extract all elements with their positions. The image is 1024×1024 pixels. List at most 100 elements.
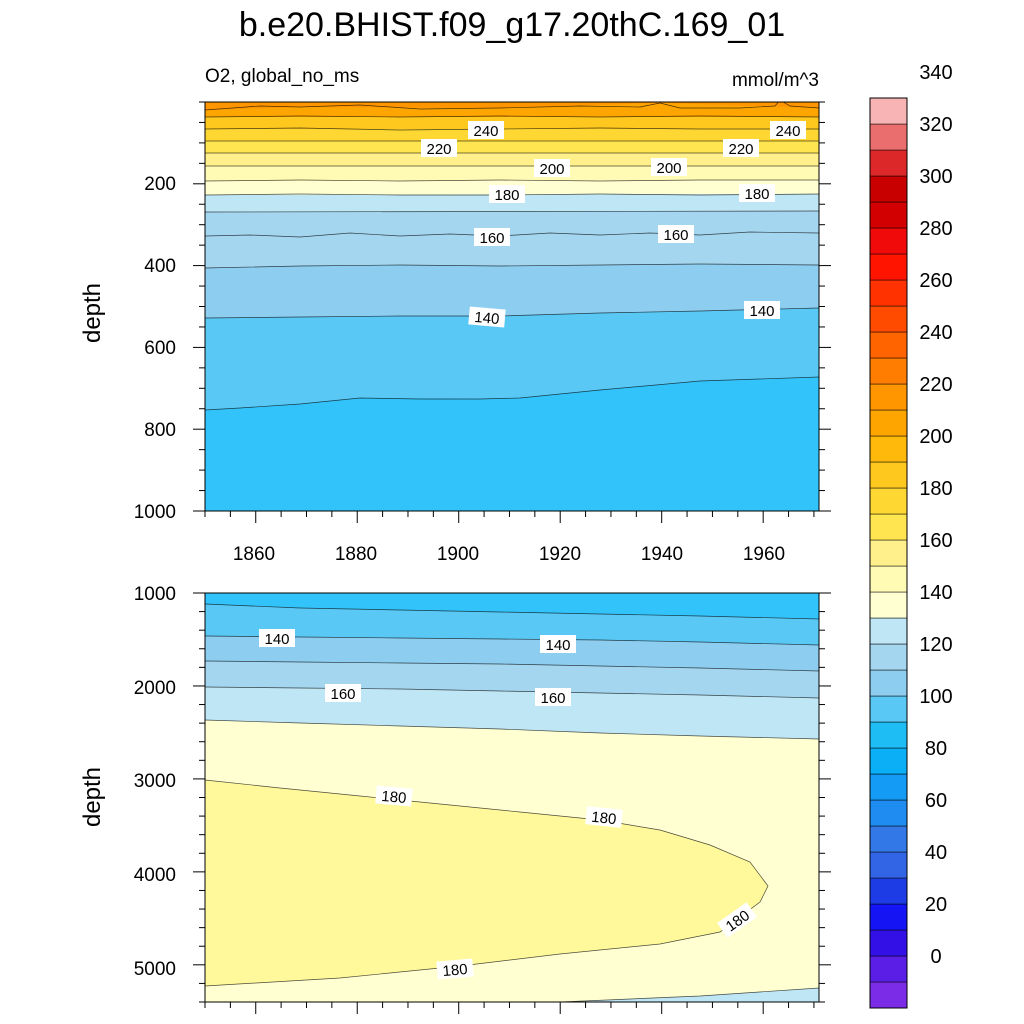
colorbar-swatch — [869, 669, 908, 697]
upper-y-tick-200: 200 — [144, 174, 176, 195]
colorbar-label: 320 — [919, 114, 952, 136]
lower-y-tick-4000: 4000 — [134, 865, 176, 886]
upper-y-tick-800: 800 — [144, 420, 176, 441]
upper-label-180-b: 180 — [739, 184, 775, 203]
colorbar-label: 0 — [930, 946, 941, 968]
upper-contour-labels: 240 240 220 220 200 200 180 180 160 160 … — [421, 121, 806, 328]
upper-label-180-a: 180 — [489, 185, 525, 204]
svg-text:180: 180 — [381, 788, 407, 807]
svg-text:180: 180 — [744, 186, 769, 203]
colorbar-swatch — [869, 851, 908, 879]
colorbar-label: 60 — [925, 790, 947, 812]
colorbar-swatches — [869, 97, 908, 1009]
colorbar-labels: 0 20 40 60 80 100 120 140 160 180 200 220 240 260 280 3… — [919, 62, 952, 968]
colorbar-swatch — [869, 383, 908, 411]
x-tick-1920: 1920 — [539, 544, 581, 565]
x-tick-1860: 1860 — [233, 544, 275, 565]
upper-y-tick-600: 600 — [144, 338, 176, 359]
colorbar-swatch — [869, 695, 908, 723]
svg-text:240: 240 — [775, 123, 800, 140]
colorbar-swatch — [869, 513, 908, 541]
colorbar-swatch — [869, 721, 908, 749]
upper-label-140-b: 140 — [744, 301, 780, 320]
colorbar-swatch — [869, 747, 908, 775]
variable-subtitle: O2, global_no_ms — [205, 66, 359, 87]
colorbar-swatch — [869, 357, 908, 385]
colorbar-swatch — [869, 409, 908, 437]
lower-ticks — [193, 592, 831, 1014]
colorbar-swatch — [869, 97, 908, 125]
lower-label-160-a: 160 — [325, 684, 361, 703]
colorbar-swatch — [869, 903, 908, 931]
upper-label-240-b: 240 — [770, 121, 806, 140]
upper-ticks — [193, 101, 831, 523]
lower-y-tick-5000: 5000 — [134, 959, 176, 980]
lower-label-140-b: 140 — [540, 635, 576, 654]
colorbar-label: 240 — [919, 322, 952, 344]
lower-contour-lines — [205, 603, 819, 1002]
svg-text:140: 140 — [474, 309, 500, 328]
svg-text:200: 200 — [656, 160, 681, 177]
colorbar-label: 160 — [919, 530, 952, 552]
lower-band-170-180-bottom — [560, 988, 819, 1002]
colorbar-swatch — [869, 825, 908, 853]
svg-text:220: 220 — [728, 141, 753, 158]
colorbar-label: 140 — [919, 582, 952, 604]
lower-label-180-d: 180 — [436, 958, 474, 980]
colorbar-swatch — [869, 981, 908, 1009]
colorbar-label: 220 — [919, 374, 952, 396]
colorbar-swatch — [869, 201, 908, 229]
upper-y-tick-400: 400 — [144, 256, 176, 277]
colorbar-swatch — [869, 175, 908, 203]
svg-text:160: 160 — [479, 230, 504, 247]
x-tick-1880: 1880 — [335, 544, 377, 565]
lower-band-190-200 — [205, 780, 768, 986]
colorbar-label: 340 — [919, 62, 952, 84]
svg-text:220: 220 — [426, 141, 451, 158]
lower-y-axis-label: depth — [79, 767, 106, 827]
upper-band-gt250 — [205, 102, 819, 110]
colorbar-label: 280 — [919, 218, 952, 240]
svg-text:160: 160 — [330, 686, 355, 703]
colorbar-swatch — [869, 149, 908, 177]
lower-panel: 140 140 160 160 180 180 180 180 1000 200… — [79, 584, 831, 1014]
units-label: mmol/m^3 — [732, 70, 819, 91]
svg-text:160: 160 — [663, 227, 688, 244]
colorbar-swatch — [869, 617, 908, 645]
lower-label-160-b: 160 — [535, 688, 571, 707]
svg-text:180: 180 — [442, 961, 468, 980]
colorbar: 0 20 40 60 80 100 120 140 160 180 200 220 240 260 280 3… — [869, 62, 953, 1009]
colorbar-label: 80 — [925, 738, 947, 760]
upper-y-tick-labels: 200 400 600 800 1000 — [134, 174, 176, 523]
colorbar-swatch — [869, 331, 908, 359]
svg-text:140: 140 — [749, 303, 774, 320]
colorbar-swatch — [869, 955, 908, 983]
figure-title: b.e20.BHIST.f09_g17.20thC.169_01 — [239, 6, 785, 44]
svg-text:180: 180 — [494, 187, 519, 204]
colorbar-swatch — [869, 539, 908, 567]
lower-label-180-b: 180 — [585, 806, 623, 828]
colorbar-label: 20 — [925, 894, 947, 916]
lower-y-tick-2000: 2000 — [134, 678, 176, 699]
colorbar-label: 100 — [919, 686, 952, 708]
colorbar-swatch — [869, 123, 908, 151]
colorbar-swatch — [869, 877, 908, 905]
lower-band-le140 — [205, 593, 819, 619]
colorbar-swatch — [869, 253, 908, 281]
lower-contour-labels: 140 140 160 160 180 180 180 180 — [259, 629, 757, 980]
colorbar-label: 260 — [919, 270, 952, 292]
upper-label-160-b: 160 — [658, 225, 694, 244]
colorbar-frame — [869, 97, 908, 1009]
colorbar-swatch — [869, 305, 908, 333]
upper-label-160-a: 160 — [474, 228, 510, 247]
svg-text:160: 160 — [540, 690, 565, 707]
upper-y-tick-1000: 1000 — [134, 502, 176, 523]
colorbar-swatch — [869, 773, 908, 801]
colorbar-label: 180 — [919, 478, 952, 500]
upper-x-tick-labels: 1860 1880 1900 1920 1940 1960 — [233, 544, 785, 565]
lower-y-tick-labels: 1000 2000 3000 4000 5000 — [134, 584, 176, 980]
upper-label-200-a: 200 — [534, 159, 570, 178]
colorbar-swatch — [869, 929, 908, 957]
upper-contour-lines — [205, 102, 819, 411]
